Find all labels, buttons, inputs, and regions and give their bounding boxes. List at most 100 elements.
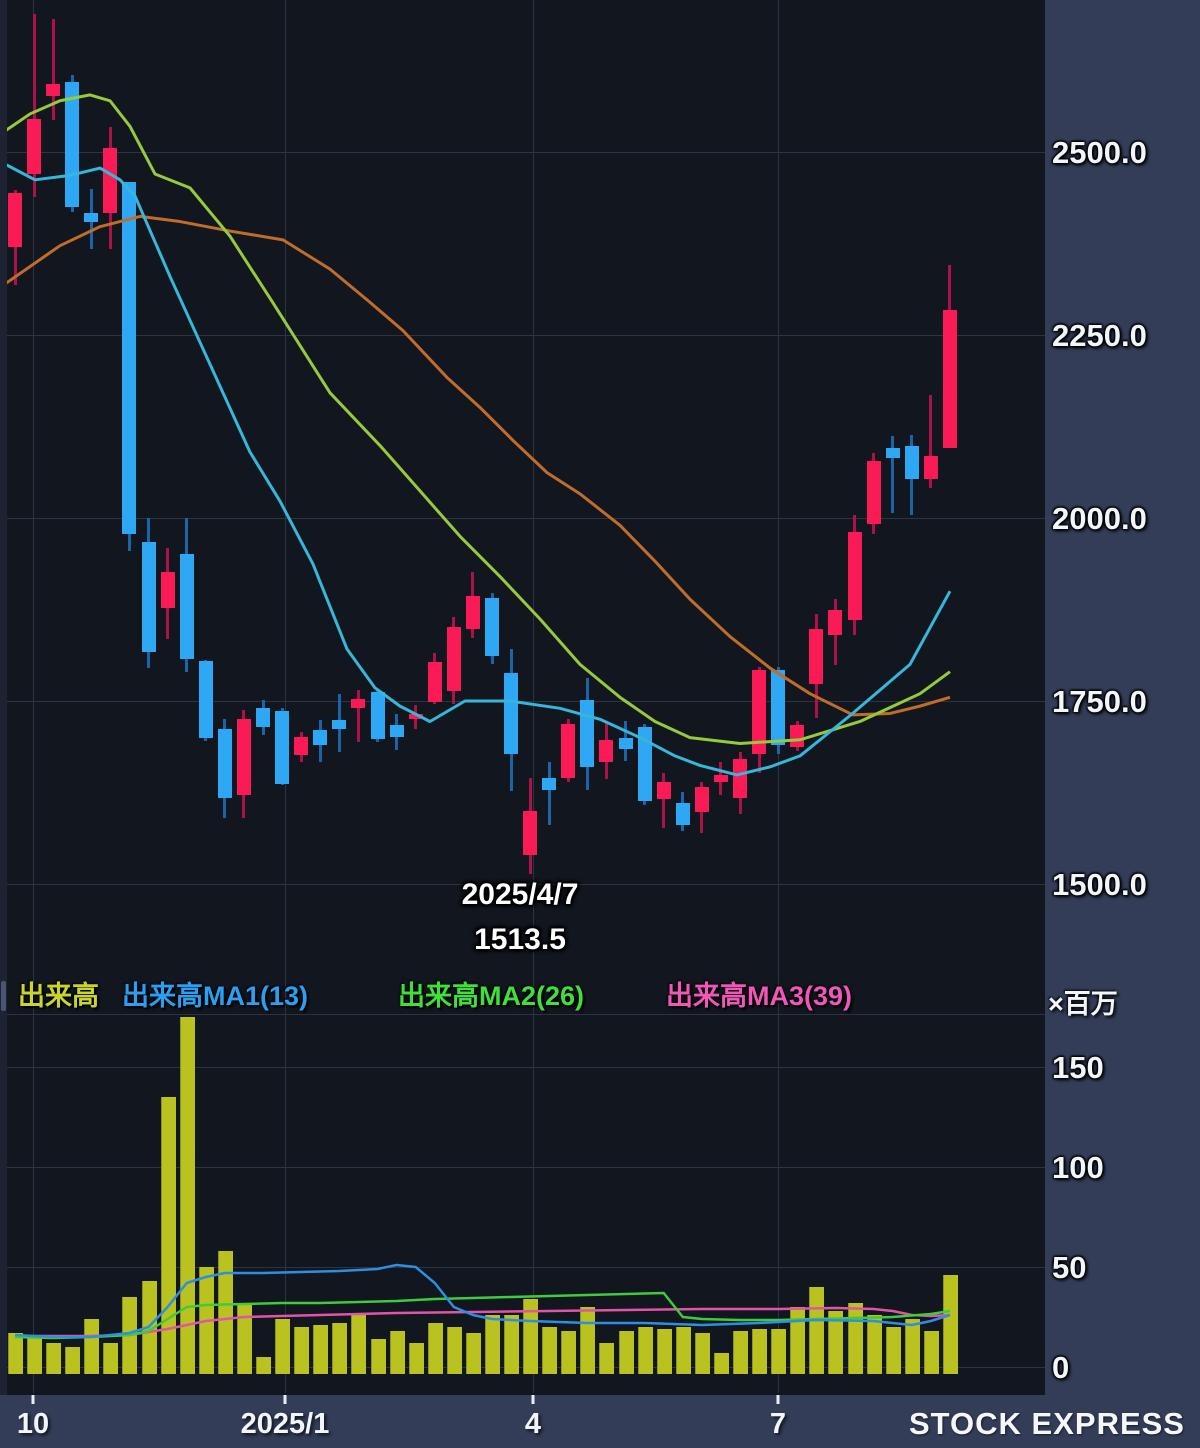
volume-bar: [904, 1319, 920, 1374]
x-axis-tick: [283, 1395, 287, 1404]
candle-body: [84, 213, 99, 222]
candle-body: [790, 725, 805, 748]
volume-axis-label: 100: [1052, 1150, 1104, 1185]
volume-gridline: [0, 1167, 1045, 1168]
volume-bar: [236, 1305, 252, 1374]
candle-body: [332, 720, 347, 729]
volume-bar: [561, 1331, 577, 1374]
volume-bar: [733, 1331, 749, 1374]
candle-wick: [662, 773, 666, 828]
candle-body: [179, 553, 194, 660]
annotation-low-price: 1513.5: [474, 923, 566, 956]
candle-body: [542, 777, 557, 790]
volume-axis-label: 0: [1052, 1350, 1070, 1385]
volume-bar: [217, 1251, 233, 1374]
price-axis-label: 2000.0: [1052, 501, 1147, 536]
candle-body: [122, 182, 137, 535]
volume-bar: [84, 1319, 100, 1374]
volume-bar: [65, 1347, 81, 1374]
volume-bar: [122, 1297, 138, 1374]
price-axis-label: 2250.0: [1052, 318, 1147, 353]
candle-body: [351, 698, 366, 709]
legend-item-volume-ma1[interactable]: 出来高MA1(13): [122, 981, 309, 1011]
left-scrollbar-rail[interactable]: [0, 0, 7, 1395]
x-axis-label: 2025/1: [240, 1408, 330, 1440]
price-gridline: [0, 518, 1045, 519]
candle-body: [446, 627, 461, 692]
volume-bar: [542, 1327, 558, 1374]
volume-bar: [179, 1017, 195, 1374]
price-axis-label: 1750.0: [1052, 684, 1147, 719]
volume-bar: [294, 1327, 310, 1374]
candle-body: [599, 739, 614, 763]
left-scrollbar-thumb[interactable]: [1, 981, 6, 1011]
volume-bar: [485, 1315, 500, 1374]
price-gridline: [0, 335, 1045, 336]
volume-bar: [504, 1315, 520, 1374]
legend-item-volume[interactable]: 出来高: [18, 981, 99, 1011]
candle-body: [618, 737, 633, 750]
volume-bar: [370, 1339, 386, 1374]
candle-body: [370, 692, 385, 740]
candle-body: [580, 699, 595, 767]
candle-body: [942, 310, 957, 449]
annotation-date: 2025/4/7: [461, 878, 579, 911]
candle-body: [465, 595, 480, 630]
x-axis-tick: [31, 1395, 35, 1404]
volume-bar: [351, 1315, 367, 1374]
candle-body: [885, 447, 900, 458]
volume-bar: [656, 1329, 672, 1374]
price-gridline: [0, 884, 1045, 885]
brand-watermark: STOCK EXPRESS: [908, 1406, 1185, 1441]
x-axis-tick: [531, 1395, 535, 1404]
volume-bar: [427, 1323, 443, 1374]
volume-bar: [523, 1299, 539, 1374]
volume-bar: [599, 1343, 615, 1374]
candle-body: [637, 726, 652, 801]
volume-bar: [141, 1281, 157, 1374]
volume-bar: [637, 1327, 653, 1374]
volume-bar: [160, 1097, 176, 1374]
candle-body: [236, 718, 251, 796]
legend-item-volume-ma3[interactable]: 出来高MA3(39): [666, 981, 853, 1011]
volume-gridline: [0, 1067, 1045, 1068]
volume-bar: [446, 1327, 462, 1374]
candle-body: [866, 460, 881, 524]
candle-body: [771, 670, 786, 745]
price-gridline: [0, 701, 1045, 702]
candle-body: [256, 708, 271, 728]
candle-body: [389, 725, 404, 737]
candle-body: [733, 758, 748, 799]
time-gridline: [285, 0, 286, 1393]
volume-bar: [46, 1343, 62, 1374]
candle-body: [504, 673, 519, 754]
volume-gridline: [0, 1367, 1045, 1368]
volume-bar: [580, 1307, 596, 1374]
candle-body: [561, 724, 576, 778]
candle-body: [217, 728, 232, 798]
time-gridline: [33, 0, 34, 1393]
candle-body: [485, 597, 499, 657]
volume-bar: [809, 1287, 825, 1374]
x-axis-label: 10: [16, 1408, 50, 1440]
volume-bar: [694, 1333, 710, 1374]
volume-unit-label: ×百万: [1048, 989, 1118, 1019]
volume-bar: [408, 1343, 424, 1374]
candle-body: [27, 119, 42, 174]
volume-bar: [313, 1325, 329, 1374]
volume-panel-top-border: [0, 1014, 1045, 1015]
volume-bar: [256, 1357, 272, 1374]
candle-body: [408, 714, 423, 719]
candle-body: [160, 572, 175, 609]
price-axis-label: 2500.0: [1052, 135, 1147, 170]
candle-wick: [51, 18, 55, 120]
legend-item-volume-ma2[interactable]: 出来高MA2(26): [398, 981, 585, 1011]
volume-axis-label: 150: [1052, 1050, 1104, 1085]
candle-body: [828, 609, 843, 636]
volume-bar: [675, 1327, 691, 1374]
volume-bar: [8, 1333, 23, 1374]
candle-body: [904, 446, 919, 480]
time-axis-panel: [0, 1395, 1200, 1448]
volume-bar: [389, 1331, 405, 1374]
price-gridline: [0, 152, 1045, 153]
